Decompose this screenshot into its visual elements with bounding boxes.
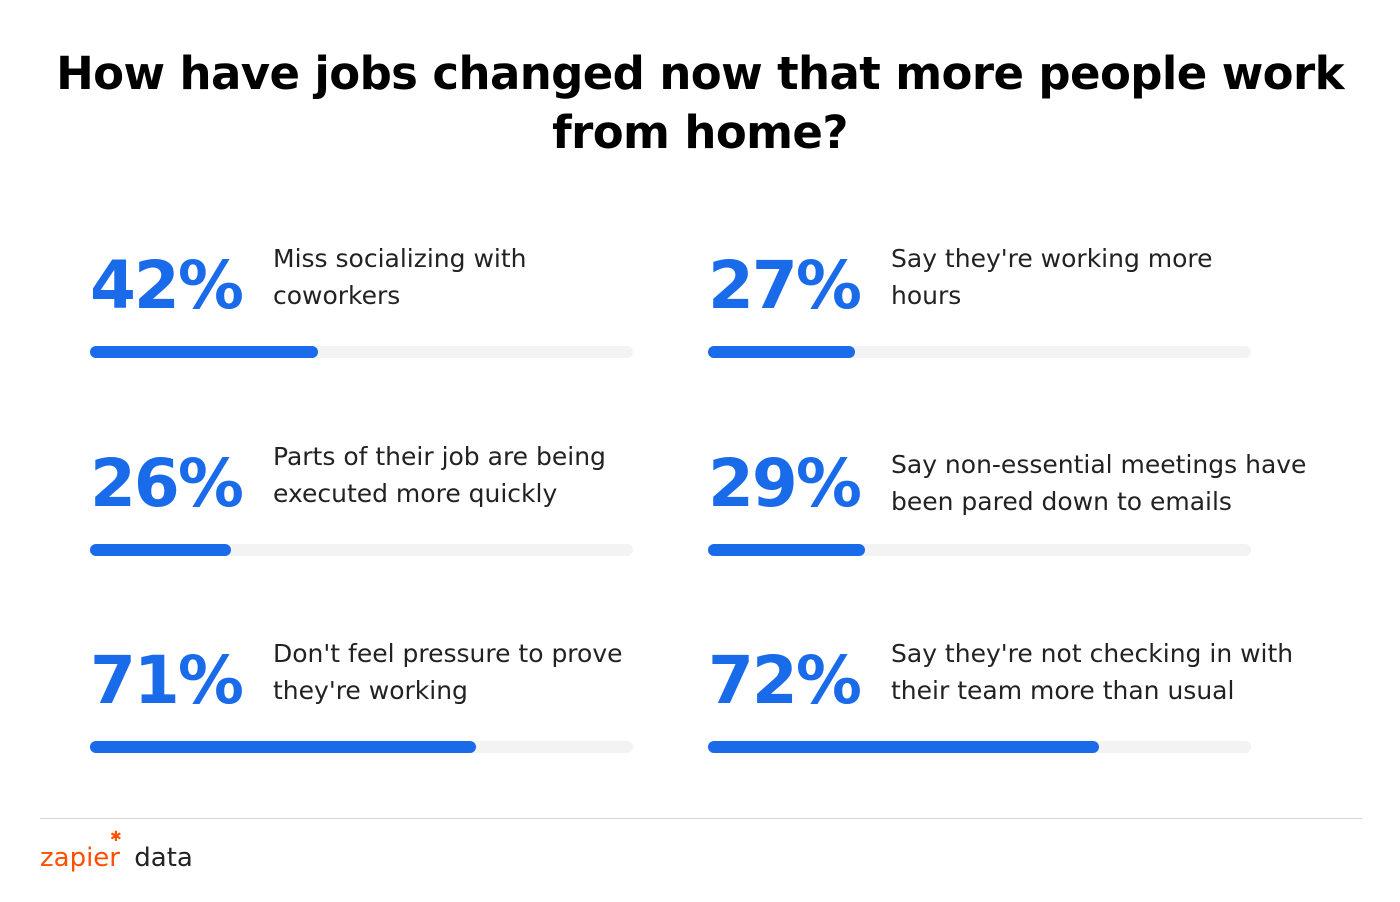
progress-track (90, 544, 633, 556)
progress-fill (90, 741, 476, 753)
progress-fill (708, 544, 865, 556)
stat-card-no-pressure: 71% Don't feel pressure to prove they're… (90, 635, 650, 765)
stat-percent: 42% (90, 247, 244, 324)
stat-percent: 72% (708, 642, 862, 719)
stat-card-meetings-emails: 29% Say non-essential meetings have been… (708, 445, 1306, 576)
stat-card-more-hours: 27% Say they're working more hours (708, 240, 1268, 370)
progress-track (708, 741, 1251, 753)
progress-track (90, 346, 633, 358)
brand-suffix: data (134, 843, 193, 873)
stat-card-socializing: 42% Miss socializing with coworkers (90, 240, 650, 370)
stat-percent: 26% (90, 445, 244, 522)
progress-track (708, 346, 1251, 358)
stat-description: Don't feel pressure to prove they're wor… (273, 639, 623, 705)
stat-card-not-checking-in: 72% Say they're not checking in with the… (708, 635, 1293, 765)
stat-percent: 27% (708, 247, 862, 324)
stat-description: Miss socializing with coworkers (273, 244, 527, 310)
progress-fill (90, 346, 318, 358)
progress-fill (708, 346, 855, 358)
progress-track (708, 544, 1251, 556)
stat-description: Parts of their job are being executed mo… (273, 442, 606, 508)
stat-percent: 29% (708, 445, 862, 522)
asterisk-icon: ✱ (110, 829, 122, 845)
progress-fill (90, 544, 231, 556)
footer-divider (40, 818, 1362, 819)
brand-logo: zapier ✱ data (40, 830, 193, 876)
stat-description: Say they're working more hours (891, 244, 1213, 310)
stat-card-executed-quickly: 26% Parts of their job are being execute… (90, 438, 650, 568)
progress-track (90, 741, 633, 753)
stat-percent: 71% (90, 642, 244, 719)
brand-name: zapier (40, 843, 120, 873)
stat-description: Say non-essential meetings have been par… (891, 450, 1307, 516)
page-title: How have jobs changed now that more peop… (56, 47, 1344, 159)
stat-description: Say they're not checking in with their t… (891, 639, 1294, 705)
progress-fill (708, 741, 1099, 753)
